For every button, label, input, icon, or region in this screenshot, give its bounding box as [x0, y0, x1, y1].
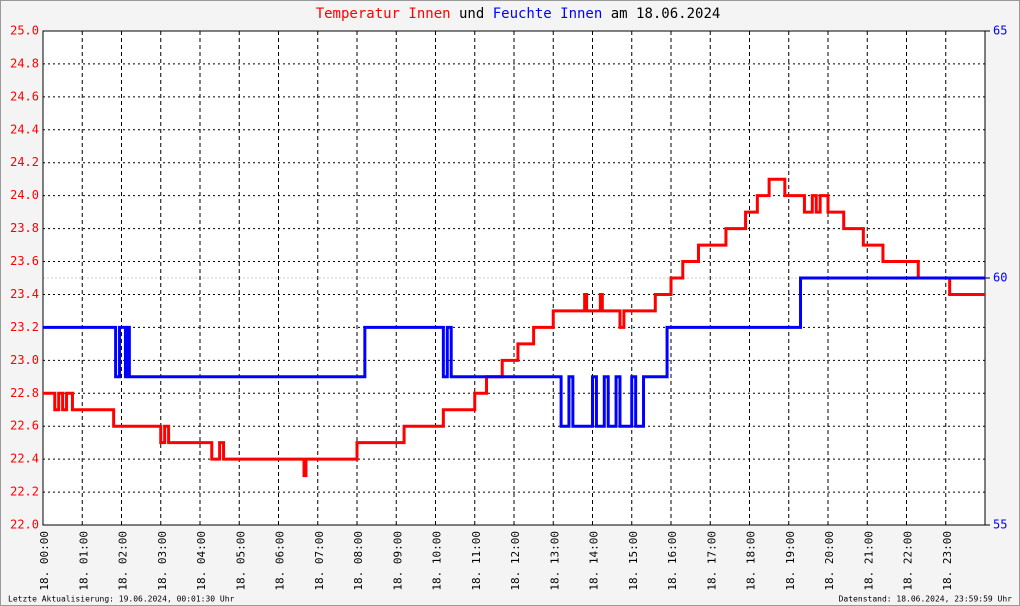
- x-tick-label: 18. 16:00: [666, 531, 679, 591]
- x-tick-label: 18. 00:00: [38, 531, 51, 591]
- y2-tick-label: 55: [993, 518, 1007, 532]
- x-tick-label: 18. 22:00: [902, 531, 915, 591]
- x-tick-label: 18. 20:00: [823, 531, 836, 591]
- title-part: und: [459, 6, 484, 22]
- y-tick-label: 23.4: [10, 287, 39, 301]
- y-tick-label: 22.4: [10, 452, 39, 466]
- y-tick-label: 22.2: [10, 485, 39, 499]
- y-tick-label: 24.8: [10, 56, 39, 70]
- y-tick-label: 22.6: [10, 419, 39, 433]
- y-tick-label: 23.8: [10, 221, 39, 235]
- title-part: Temperatur Innen: [316, 6, 451, 22]
- y-tick-label: 24.4: [10, 122, 39, 136]
- x-tick-label: 18. 09:00: [391, 531, 404, 591]
- y-tick-label: 23.2: [10, 320, 39, 334]
- x-tick-label: 18. 14:00: [588, 531, 601, 591]
- x-tick-label: 18. 05:00: [234, 531, 247, 591]
- y2-tick-label: 65: [993, 24, 1007, 38]
- chart-title: Temperatur Innen und Feuchte Innen am 18…: [316, 6, 721, 22]
- x-tick-label: 18. 03:00: [156, 531, 169, 591]
- footer-right: Datenstand: 18.06.2024, 23:59:59 Uhr: [839, 595, 1013, 604]
- y-tick-label: 23.0: [10, 353, 39, 367]
- title-part: am 18.06.2024: [611, 6, 721, 22]
- x-tick-label: 18. 01:00: [77, 531, 90, 591]
- x-tick-label: 18. 10:00: [431, 531, 444, 591]
- x-tick-label: 18. 19:00: [784, 531, 797, 591]
- x-tick-label: 18. 21:00: [862, 531, 875, 591]
- x-tick-label: 18. 12:00: [509, 531, 522, 591]
- y-tick-label: 24.0: [10, 188, 39, 202]
- y-tick-label: 25.0: [10, 24, 39, 38]
- x-tick-label: 18. 23:00: [941, 531, 954, 591]
- y-tick-label: 24.2: [10, 155, 39, 169]
- x-tick-label: 18. 17:00: [705, 531, 718, 591]
- x-tick-label: 18. 11:00: [470, 531, 483, 591]
- y2-tick-label: 60: [993, 271, 1007, 285]
- y-tick-label: 24.6: [10, 89, 39, 103]
- x-tick-label: 18. 13:00: [548, 531, 561, 591]
- x-tick-label: 18. 04:00: [195, 531, 208, 591]
- y-tick-label: 23.6: [10, 254, 39, 268]
- data-line: [43, 276, 985, 428]
- title-part: Feuchte Innen: [493, 6, 603, 22]
- x-tick-label: 18. 07:00: [313, 531, 326, 591]
- y-tick-label: 22.0: [10, 518, 39, 532]
- data-line: [43, 177, 985, 478]
- x-tick-label: 18. 06:00: [274, 531, 287, 591]
- x-tick-label: 18. 08:00: [352, 531, 365, 591]
- x-tick-label: 18. 18:00: [745, 531, 758, 591]
- x-tick-label: 18. 02:00: [117, 531, 130, 591]
- footer-left: Letzte Aktualisierung: 19.06.2024, 00:01…: [8, 595, 235, 604]
- x-tick-label: 18. 15:00: [627, 531, 640, 591]
- y-tick-label: 22.8: [10, 386, 39, 400]
